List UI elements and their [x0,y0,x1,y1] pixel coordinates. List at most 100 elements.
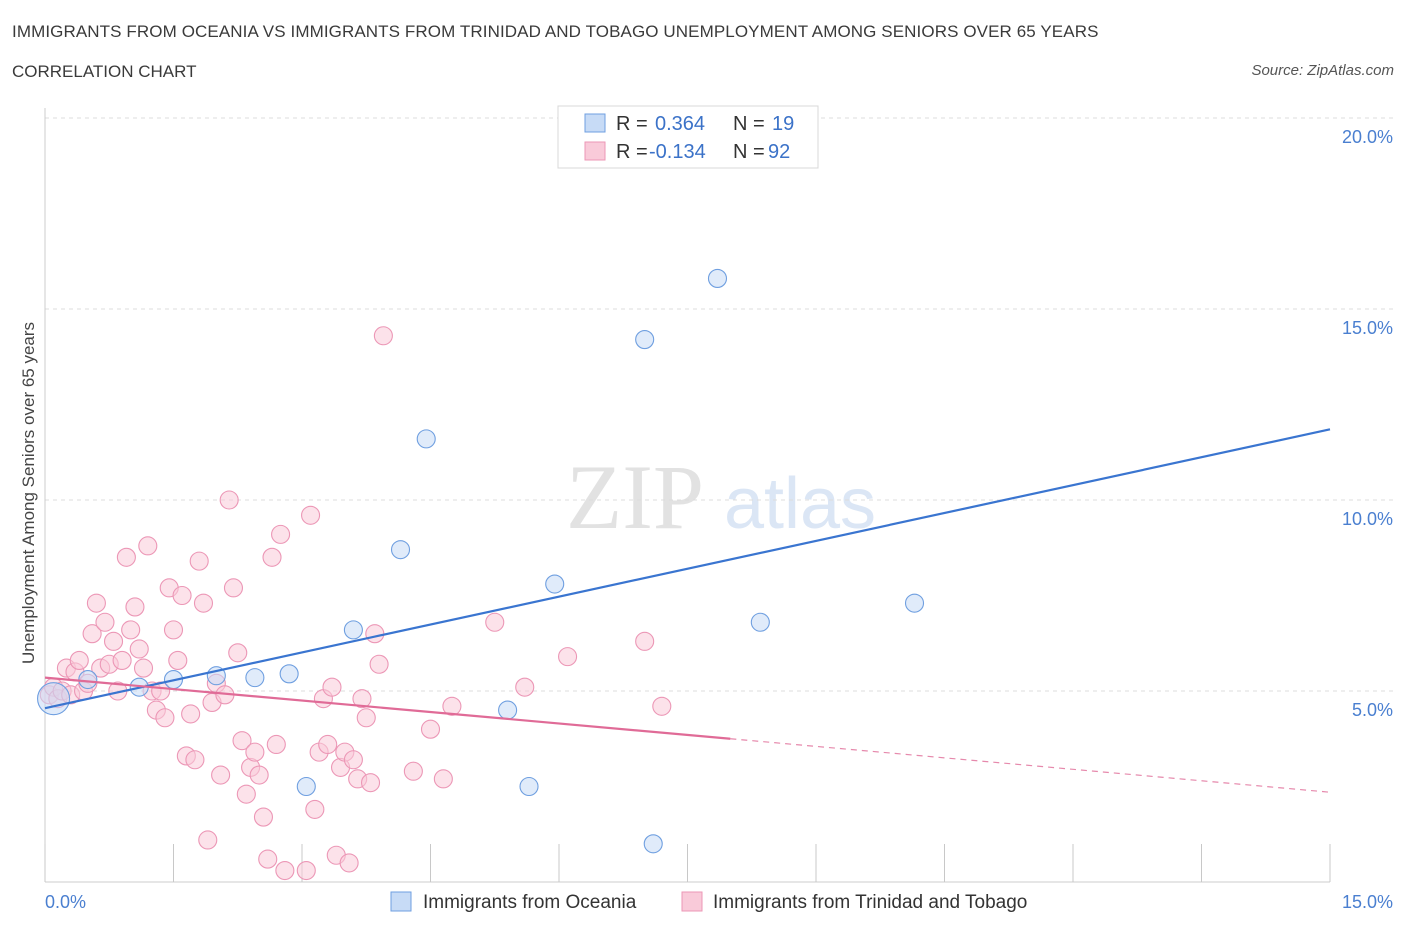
legend-label-oceania: Immigrants from Oceania [423,892,637,913]
trinidad-point [245,742,265,762]
trinidad-point [652,696,672,716]
trinidad-point [485,612,505,632]
oceania-point [643,834,663,854]
oceania-point [904,593,925,613]
trend-lines [44,428,1331,793]
trinidad-point [168,650,188,670]
trinidad-point [301,505,321,525]
oceania-point [296,776,316,797]
y-axis-tick-labels: 5.0% 10.0% 15.0% 20.0% [1342,127,1393,720]
trinidad-point [211,765,231,785]
legend-swatch-trinidad [681,891,703,912]
trinidad-point [266,734,286,755]
oceania-point [37,682,71,716]
source-credit: Source: ZipAtlas.com [1251,62,1394,79]
trinidad-point [318,734,338,755]
oceania-point [635,330,655,350]
trinidad-trend-line-extension [730,738,1331,793]
stats-r-label-pink: R = [616,141,648,163]
trinidad-point [232,731,252,751]
trinidad-point [433,769,453,789]
oceania-point [707,268,728,288]
y-tick-label-10: 10.0% [1342,509,1393,529]
oceania-point [279,664,299,684]
trinidad-point [275,860,295,881]
trinidad-point [125,597,145,617]
trinidad-point [249,765,269,785]
stats-swatch-blue [584,113,606,133]
watermark-atlas: atlas [724,464,876,544]
trinidad-point [198,830,218,850]
trinidad-point [223,578,244,598]
trinidad-point [369,654,389,674]
y-tick-label-20: 20.0% [1342,127,1393,147]
legend-label-trinidad: Immigrants from Trinidad and Tobago [713,892,1027,913]
trinidad-point [95,612,115,632]
bottom-legend: Immigrants from Oceania Immigrants from … [390,891,1027,913]
stats-n-value-pink: 92 [768,141,790,163]
trinidad-point [360,773,381,793]
trinidad-point [172,585,192,606]
trinidad-point [253,807,274,827]
trinidad-point [515,677,535,697]
oceania-point [498,700,518,720]
trinidad-point [442,696,462,716]
trinidad-point [103,631,124,651]
x-tick-label-min: 0.0% [45,892,86,912]
stats-r-value-blue: 0.364 [655,113,705,135]
stats-swatch-pink [584,141,606,161]
oceania-point [390,540,411,560]
trinidad-point [403,761,423,781]
trinidad-point [271,524,291,544]
trinidad-point [138,536,158,556]
trinidad-point [82,624,102,644]
trinidad-point [322,677,342,697]
x-tick-label-max: 15.0% [1342,892,1393,912]
watermark-zip: ZIP [566,446,704,548]
trinidad-point [236,784,256,804]
watermark: ZIP atlas [566,446,876,548]
oceania-point [519,776,539,797]
oceania-point [343,620,363,640]
trinidad-point [185,750,205,770]
stats-r-label-blue: R = [616,113,648,135]
trinidad-point [420,719,441,739]
trinidad-point [339,853,359,873]
trinidad-point [352,689,372,709]
trinidad-point [112,650,132,670]
trinidad-point [181,704,201,724]
trinidad-point [116,547,136,567]
trinidad-point [228,643,248,663]
trinidad-point [365,624,385,644]
trinidad-point [129,639,149,659]
legend-swatch-oceania [390,891,412,912]
oceania-point [750,612,770,632]
trinidad-point [258,849,278,869]
stats-n-label-blue: N = [733,113,765,135]
oceania-point [416,429,436,449]
trinidad-point [193,593,214,613]
series-oceania-points [37,268,925,854]
trinidad-point [373,326,393,346]
trinidad-point [262,547,282,567]
grid-lines [45,117,1393,692]
trinidad-point [121,620,141,640]
trinidad-trend-line [44,676,731,740]
trinidad-point [219,490,239,510]
stats-legend: R = 0.364 N = 19 R = -0.134 N = 92 [557,105,819,169]
trinidad-point [189,551,209,571]
chart-title: IMMIGRANTS FROM OCEANIA VS IMMIGRANTS FR… [12,22,1099,41]
chart-subtitle: CORRELATION CHART [12,62,197,81]
trinidad-point [86,593,106,613]
trinidad-point [635,631,655,651]
stats-r-value-pink: -0.134 [649,141,706,163]
trinidad-point [155,708,175,728]
stats-n-value-blue: 19 [772,113,794,135]
y-tick-label-15: 15.0% [1342,318,1393,338]
oceania-point [245,668,265,688]
x-axis-ticks [44,844,1331,882]
trinidad-point [69,650,89,670]
trinidad-point [305,799,325,819]
trinidad-point [343,750,363,770]
